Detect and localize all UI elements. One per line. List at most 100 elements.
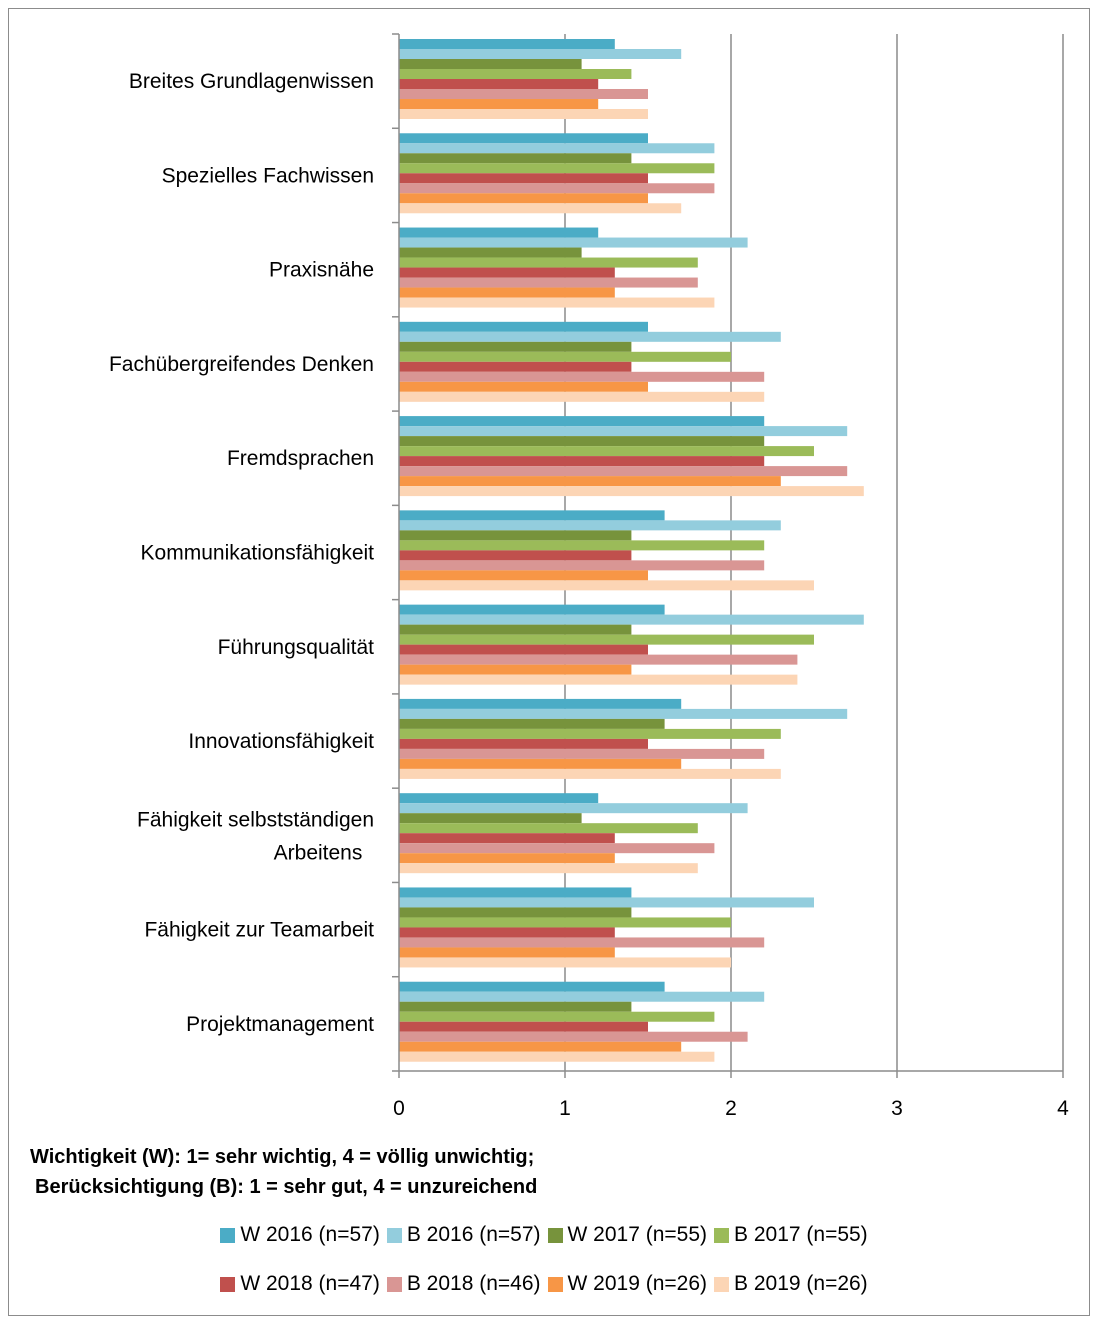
category-label-3: Praxisnähe (269, 259, 374, 282)
category-label-8: Innovationsfähigkeit (188, 730, 374, 753)
bar-4-5 (399, 446, 814, 457)
bar-4-8 (399, 728, 781, 739)
bar-2-3 (399, 237, 748, 248)
bar-8-2 (399, 203, 682, 214)
bar-2-2 (399, 143, 715, 154)
bar-5-2 (399, 173, 648, 184)
x-tick-label-4: 4 (1057, 1097, 1069, 1120)
tick-labels: 0 1 2 3 4 (393, 1097, 1069, 1120)
category-labels: Breites Grundlagenwissen Spezielles Fachw… (109, 70, 374, 1036)
bar-7-6 (399, 570, 648, 581)
bar-4-11 (399, 1011, 715, 1022)
bar-6-4 (399, 371, 765, 382)
legend-swatch-1 (220, 1227, 236, 1243)
legend-label-8: B 2019 (n=26) (734, 1272, 868, 1295)
bar-4-1 (399, 69, 632, 79)
legend-item-7: W 2019 (n=26) (547, 1272, 708, 1296)
bar-4-6 (399, 540, 765, 551)
category-label-11: Projektmanagement (186, 1013, 374, 1036)
bar-7-9 (399, 853, 615, 864)
x-tick-label-0: 0 (393, 1097, 405, 1120)
legend-swatch-4 (714, 1227, 729, 1243)
chart-frame (8, 8, 1090, 1316)
bar-8-11 (399, 1051, 715, 1062)
legend-swatch-7 (547, 1276, 563, 1292)
legend-swatch-3 (547, 1227, 563, 1243)
bar-5-7 (399, 644, 648, 655)
bar-7-10 (399, 947, 615, 958)
legend-item-8: B 2019 (n=26) (714, 1272, 868, 1296)
bar-8-9 (399, 863, 698, 874)
bar-4-3 (399, 257, 698, 268)
category-label-7: Führungsqualität (218, 636, 375, 659)
legend-swatch-8 (714, 1276, 729, 1292)
bar-1-3 (399, 227, 599, 238)
bar-5-10 (399, 927, 615, 938)
bar-8-7 (399, 674, 798, 685)
category-label-6: Kommunikationsfähigkeit (141, 542, 375, 565)
bar-7-4 (399, 381, 648, 392)
bar-3-8 (399, 718, 665, 729)
bar-6-10 (399, 937, 765, 948)
bar-6-5 (399, 466, 848, 477)
category-label-2: Spezielles Fachwissen (162, 164, 374, 187)
bar-5-6 (399, 550, 632, 561)
bar-3-3 (399, 247, 582, 258)
legend-label-4: B 2017 (n=55) (734, 1223, 868, 1246)
legend-item-6: B 2018 (n=46) (386, 1272, 541, 1296)
x-tick-label-1: 1 (559, 1097, 571, 1120)
x-tick-label-3: 3 (891, 1097, 903, 1120)
note-line-importance: Wichtigkeit (W): 1= sehr wichtig, 4 = vö… (30, 1146, 535, 1168)
bar-5-5 (399, 456, 765, 467)
category-label-4: Fachübergreifendes Denken (109, 353, 374, 376)
bar-5-9 (399, 833, 615, 844)
legend-label-1: W 2016 (n=57) (240, 1223, 380, 1246)
category-label-1: Breites Grundlagenwissen (129, 70, 374, 93)
bar-7-1 (399, 99, 599, 109)
bar-5-4 (399, 361, 632, 372)
bar-3-7 (399, 624, 632, 635)
bar-7-11 (399, 1041, 682, 1052)
bar-6-11 (399, 1031, 748, 1042)
bar-3-4 (399, 341, 632, 352)
legend-swatch-5 (220, 1276, 236, 1292)
bar-1-10 (399, 887, 632, 898)
bar-2-6 (399, 520, 781, 531)
bar-1-11 (399, 981, 665, 992)
bar-4-7 (399, 634, 814, 645)
bar-7-3 (399, 287, 615, 298)
bar-1-2 (399, 133, 648, 144)
bar-6-9 (399, 843, 715, 854)
bar-8-5 (399, 486, 864, 497)
bar-6-7 (399, 654, 798, 665)
legend-swatch-6 (386, 1276, 402, 1292)
bar-5-3 (399, 267, 615, 278)
bar-4-10 (399, 917, 731, 928)
bar-6-8 (399, 748, 765, 759)
legend-label-2: B 2016 (n=57) (406, 1223, 541, 1246)
bar-2-11 (399, 991, 765, 1002)
bar-1-4 (399, 321, 648, 332)
bar-3-2 (399, 153, 632, 164)
bar-8-1 (399, 109, 648, 119)
legend-item-4: B 2017 (n=55) (714, 1223, 868, 1247)
legend-item-5: W 2018 (n=47) (220, 1272, 380, 1296)
bar-3-10 (399, 907, 632, 918)
bar-1-7 (399, 604, 665, 615)
legend-label-6: B 2018 (n=46) (406, 1272, 541, 1295)
bar-8-10 (399, 957, 731, 968)
legend-label-7: W 2019 (n=26) (567, 1272, 708, 1295)
legend-item-1: W 2016 (n=57) (220, 1223, 380, 1247)
bar-1-9 (399, 793, 599, 804)
bar-4-4 (399, 351, 731, 362)
legend-item-3: W 2017 (n=55) (547, 1223, 707, 1247)
bar-8-3 (399, 297, 715, 308)
bar-7-2 (399, 193, 648, 204)
scale-note: Wichtigkeit (W): 1= sehr wichtig, 4 = vö… (30, 1142, 730, 1202)
legend-item-2: B 2016 (n=57) (386, 1223, 541, 1247)
bar-6-2 (399, 183, 715, 194)
x-tick-label-2: 2 (725, 1097, 737, 1120)
bar-3-5 (399, 436, 765, 447)
bar-4-2 (399, 163, 715, 174)
bar-5-11 (399, 1021, 648, 1032)
